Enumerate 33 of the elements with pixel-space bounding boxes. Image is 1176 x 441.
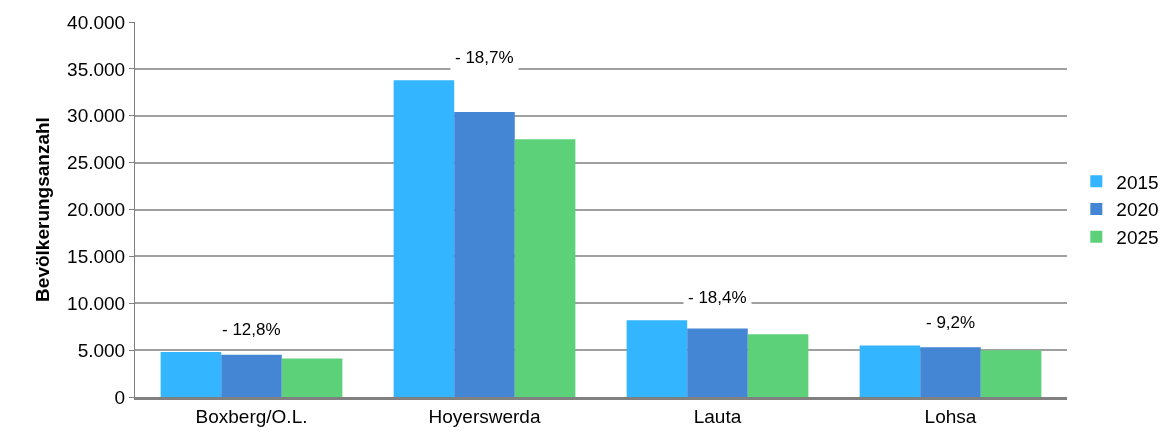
bar	[160, 352, 222, 397]
bar	[454, 112, 515, 397]
y-tick-label: 35.000	[67, 58, 126, 80]
legend-label: 2025	[1116, 227, 1159, 249]
bar	[920, 347, 981, 397]
bar	[281, 358, 343, 397]
bar	[859, 345, 921, 397]
bar	[393, 80, 455, 397]
y-tick-label: 25.000	[67, 152, 126, 174]
y-tick-label: 15.000	[67, 246, 126, 268]
x-tick-label: Hoyerswerda	[428, 405, 541, 427]
y-tick-label: 10.000	[67, 292, 126, 314]
x-tick-label: Lohsa	[924, 405, 977, 427]
annotation: - 18,4%	[688, 288, 747, 307]
bar	[980, 350, 1042, 397]
y-tick-label: 20.000	[67, 199, 126, 221]
y-tick-label: 0	[114, 386, 126, 408]
annotation: - 18,7%	[455, 48, 514, 67]
annotation: - 9,2%	[926, 313, 976, 332]
annotation: - 12,8%	[222, 320, 281, 339]
x-tick-label: Lauta	[693, 405, 742, 427]
y-tick-label: 30.000	[67, 105, 126, 127]
legend-label: 2020	[1116, 199, 1159, 221]
bar	[747, 334, 809, 397]
legend-label: 2015	[1116, 171, 1159, 193]
y-tick-label: 40.000	[67, 11, 126, 33]
bar	[221, 354, 282, 397]
bar	[514, 139, 576, 397]
bar	[626, 320, 688, 397]
bar	[687, 328, 748, 397]
y-axis-title: Bevölkerungsanzahl	[31, 117, 53, 302]
y-tick-label: 5.000	[77, 339, 126, 361]
x-tick-label: Boxberg/O.L.	[195, 405, 308, 427]
